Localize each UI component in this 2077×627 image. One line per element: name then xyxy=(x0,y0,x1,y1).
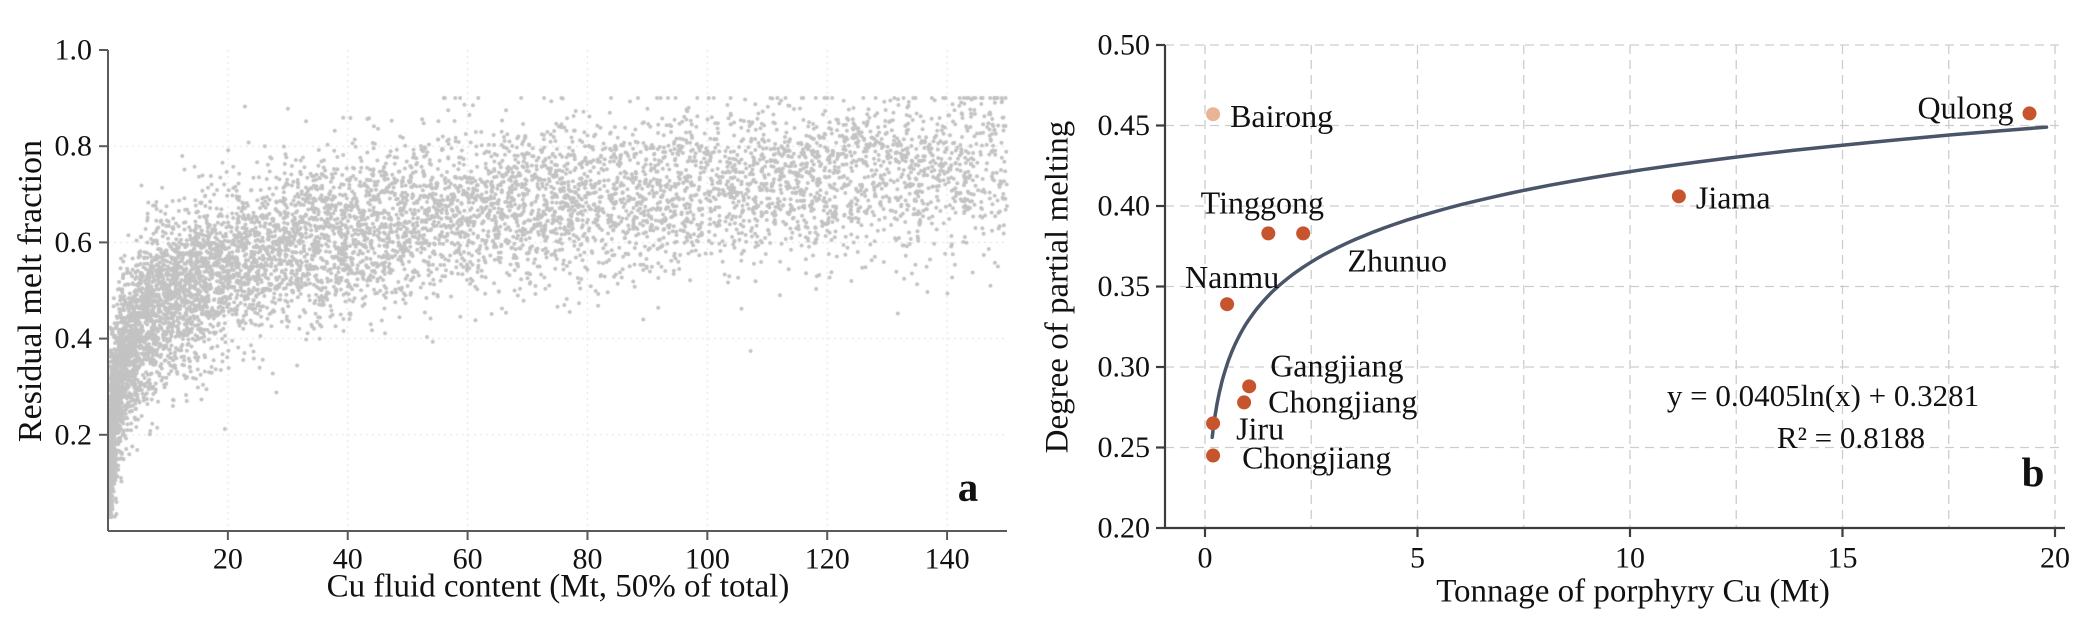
tick-label: 0.40 xyxy=(1098,190,1151,223)
tick-label: 100 xyxy=(685,543,730,576)
data-point-tinggong xyxy=(1261,226,1276,241)
point-label-qulong: Qulong xyxy=(1918,89,2014,125)
data-point-bairong xyxy=(1206,107,1221,122)
data-point-jiama xyxy=(1671,189,1686,204)
data-point-qulong xyxy=(2022,106,2037,121)
tick-label: 20 xyxy=(2040,542,2070,575)
point-label-nanmu: Nanmu xyxy=(1185,259,1279,295)
tick-label: 5 xyxy=(1410,542,1425,575)
tick-label: 1.0 xyxy=(55,34,93,67)
panel-a-y-axis-title: Residual melt fraction xyxy=(12,139,49,443)
tick-label: 10 xyxy=(1615,542,1645,575)
data-point-chongjiang xyxy=(1206,448,1221,463)
tick-label: 20 xyxy=(213,543,243,576)
tick-label: 0.20 xyxy=(1098,512,1151,545)
data-point-nanmu xyxy=(1220,297,1235,312)
point-label-zhunuo: Zhunuo xyxy=(1347,242,1447,278)
point-label-chongjiang: Chongjiang xyxy=(1268,383,1417,419)
tick-label: 0.2 xyxy=(55,418,93,451)
panel-b-y-axis-title: Degree of partial melting xyxy=(1039,120,1076,454)
tick-label: 0.35 xyxy=(1098,270,1151,303)
panel-a-x-axis-title: Cu fluid content (Mt, 50% of total) xyxy=(326,568,790,605)
tick-label: 0.6 xyxy=(55,226,93,259)
data-point-chongjiang xyxy=(1237,395,1252,410)
tick-label: 0.30 xyxy=(1098,351,1151,384)
tick-label: 140 xyxy=(925,543,970,576)
tick-label: 0.25 xyxy=(1098,431,1151,464)
tick-label: 0.50 xyxy=(1098,29,1151,62)
tick-label: 60 xyxy=(453,543,483,576)
data-point-jiru xyxy=(1206,416,1221,431)
tick-label: 0.4 xyxy=(55,322,93,355)
tick-label: 120 xyxy=(805,543,850,576)
tick-label: 0 xyxy=(1198,542,1213,575)
tick-label: 0.45 xyxy=(1098,109,1151,142)
data-point-gangjiang xyxy=(1242,379,1257,394)
tick-label: 15 xyxy=(1828,542,1858,575)
panel-b-x-axis-title: Tonnage of porphyry Cu (Mt) xyxy=(1436,573,1830,610)
fit-r-squared: R² = 0.8188 xyxy=(1776,420,1926,455)
point-label-jiru: Jiru xyxy=(1236,410,1284,446)
tick-label: 80 xyxy=(572,543,602,576)
fit-equation: y = 0.0405ln(x) + 0.3281 xyxy=(1666,378,1980,413)
point-label-chongjiang: Chongjiang xyxy=(1242,440,1391,476)
point-label-gangjiang: Gangjiang xyxy=(1270,347,1403,383)
point-label-jiama: Jiama xyxy=(1696,179,1771,215)
data-point-zhunuo xyxy=(1296,226,1311,241)
fit-curve xyxy=(1210,125,2049,440)
point-label-bairong: Bairong xyxy=(1230,98,1333,134)
panel-b-letter: b xyxy=(2021,449,2045,495)
panel-a-letter: a xyxy=(957,464,979,510)
point-label-tinggong: Tinggong xyxy=(1201,184,1324,220)
tick-label: 0.8 xyxy=(55,130,93,163)
tick-label: 40 xyxy=(333,543,363,576)
